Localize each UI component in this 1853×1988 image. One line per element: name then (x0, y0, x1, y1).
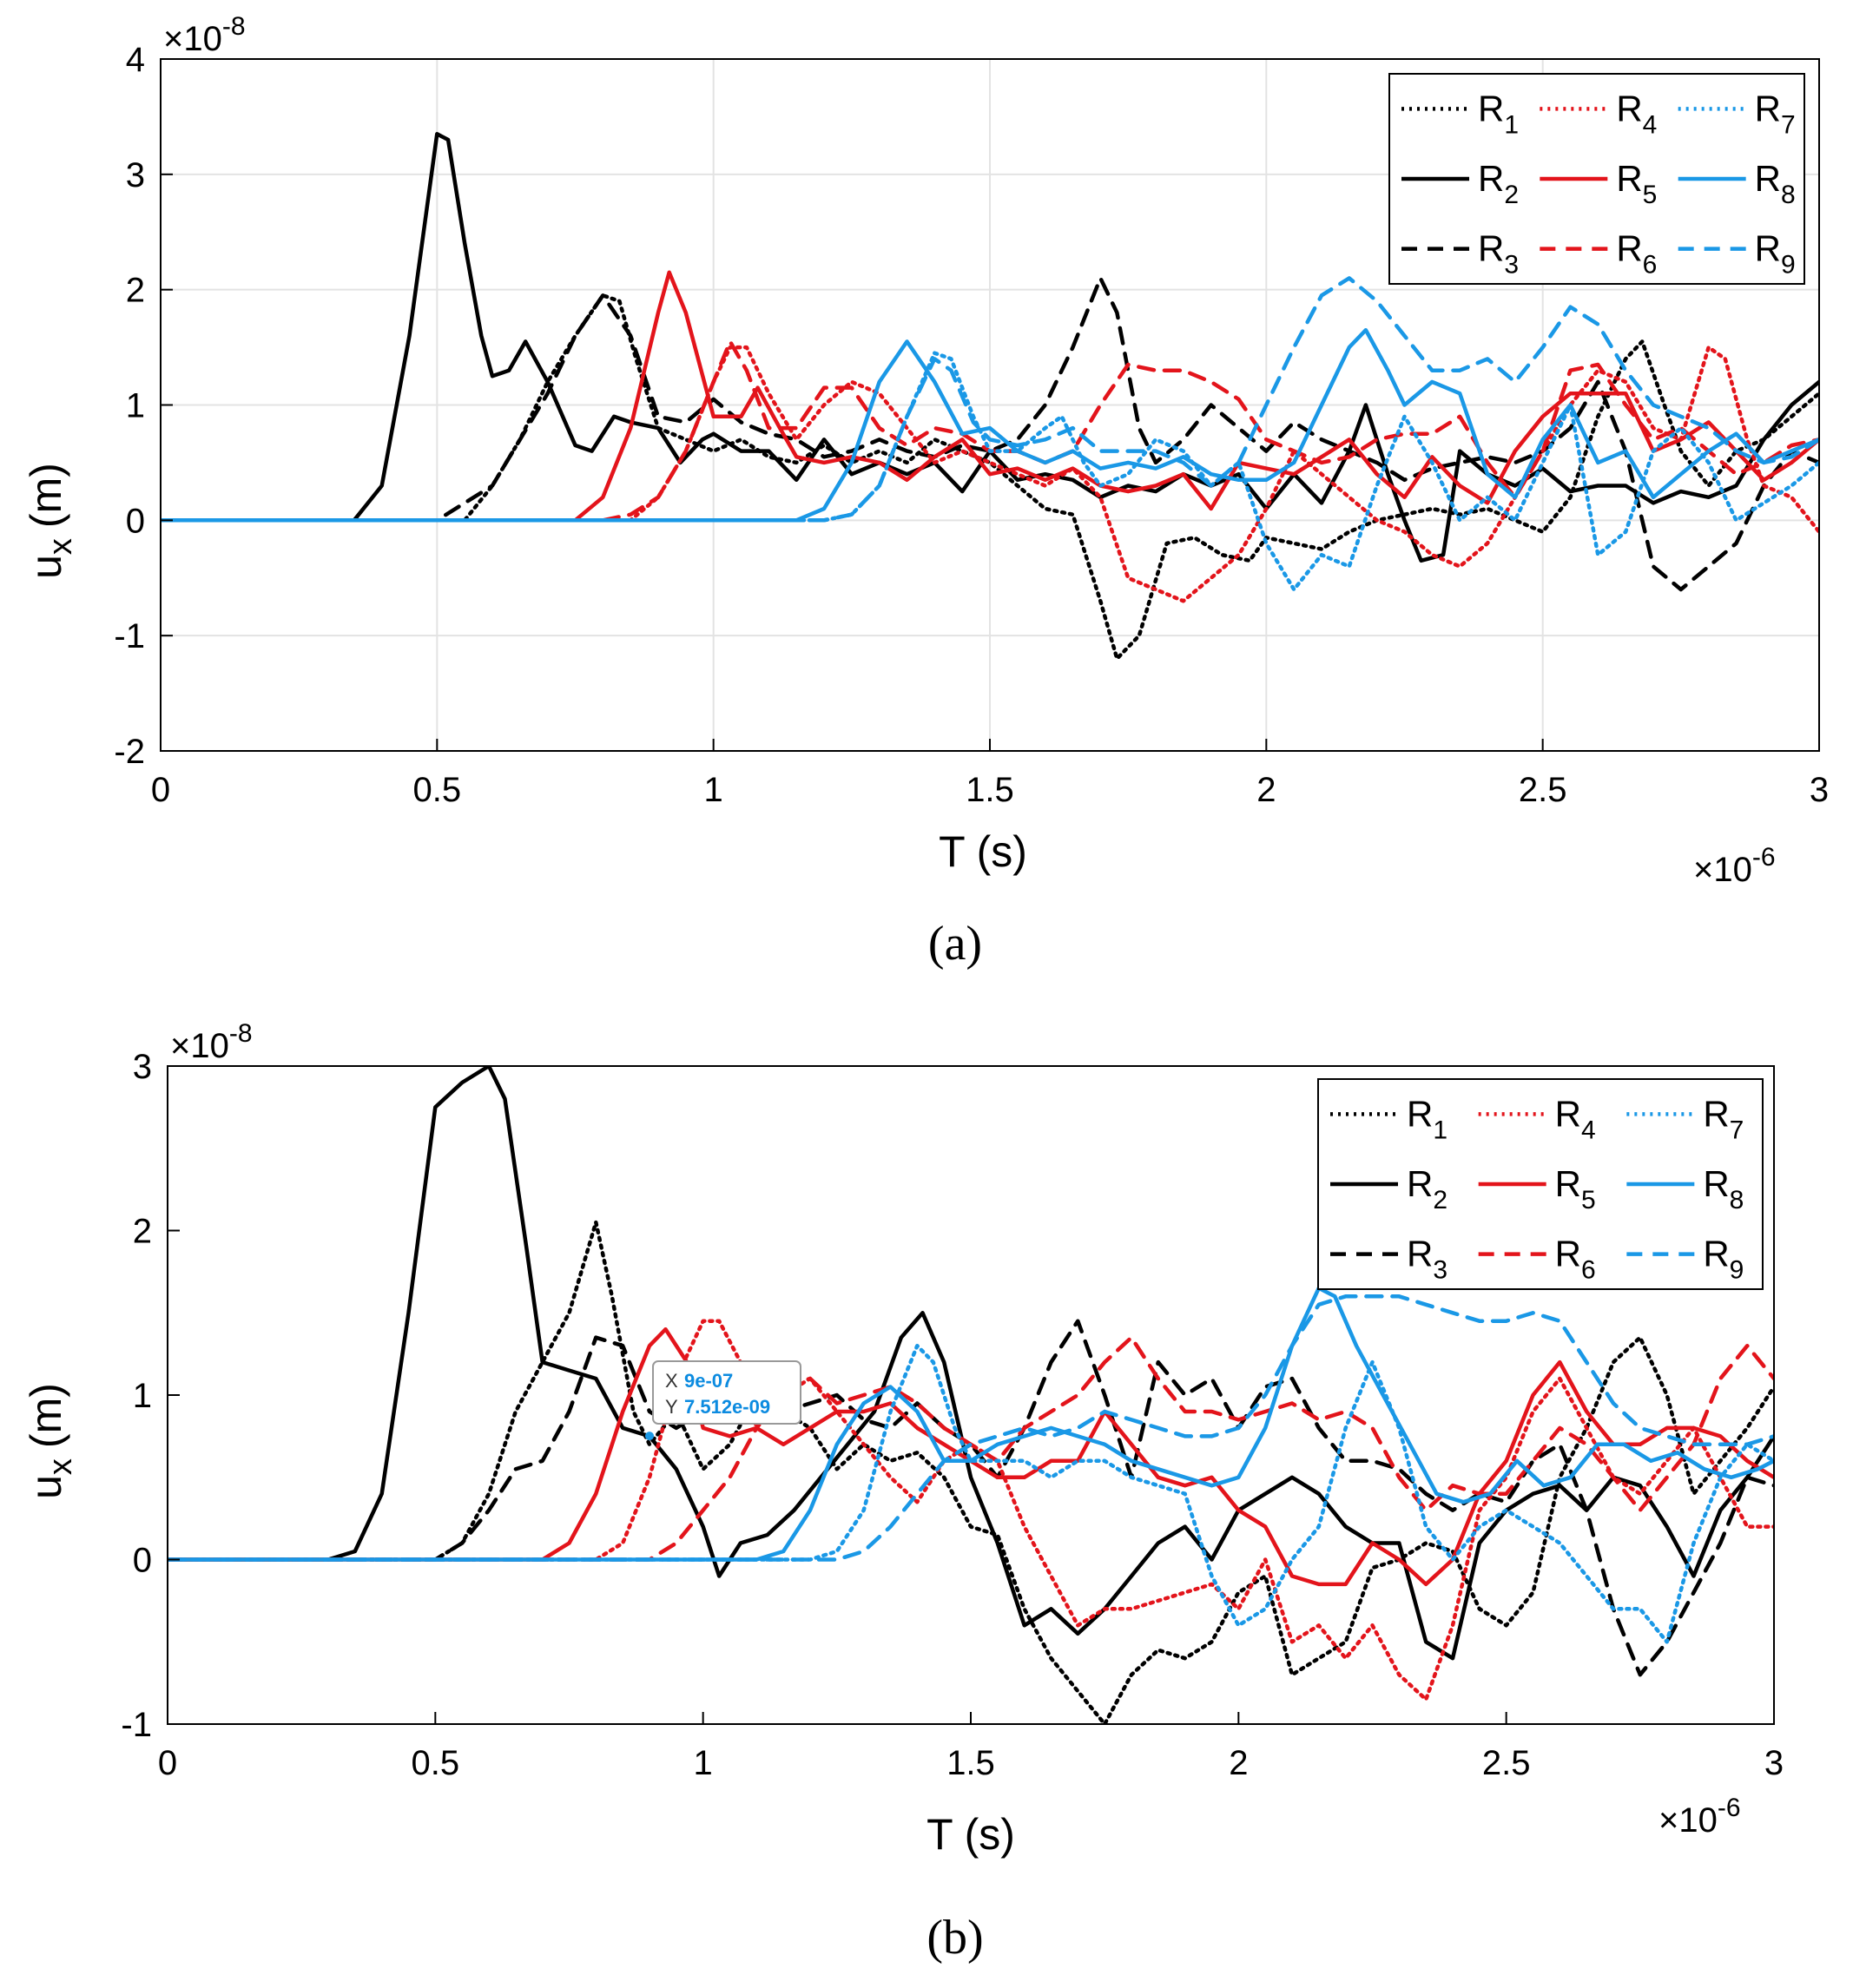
series-group (161, 132, 1819, 661)
datatip-marker[interactable] (645, 1432, 654, 1441)
y-tick-label: 2 (126, 272, 145, 310)
y-tick-label: -1 (121, 1706, 152, 1744)
y-ticks: -2 -1 0 1 2 3 4 (114, 41, 173, 771)
datatip-y-value: 7.512e-09 (684, 1396, 770, 1418)
legend-label-r1: R1 (1478, 88, 1519, 139)
legend-label-r2: R2 (1478, 158, 1519, 209)
y-tick-label: 3 (126, 156, 145, 194)
y-multiplier: ×10-8 (170, 1019, 253, 1065)
series-line-r7[interactable] (161, 351, 1819, 592)
x-tick-label: 2.5 (1519, 771, 1567, 809)
legend-label-r4: R4 (1555, 1093, 1596, 1144)
caption: (a) (928, 917, 982, 971)
y-axis-label: ux(m) (22, 463, 79, 579)
legend[interactable]: R1 R4 R7 R2 R5 R8 R3 R6 R9 (1317, 1078, 1764, 1290)
datatip-y-label: Y (665, 1396, 678, 1418)
series-line-r1[interactable] (161, 293, 1819, 661)
y-tick-label: 2 (133, 1213, 152, 1251)
x-tick-label: 1.5 (946, 1744, 995, 1782)
x-axis-label: T (s) (939, 827, 1027, 876)
series-line-r4[interactable] (168, 1319, 1774, 1702)
x-tick-label: 1.5 (966, 771, 1014, 809)
legend-label-r6: R6 (1555, 1234, 1596, 1285)
legend[interactable]: R1 R4 R7 R2 R5 R8 R3 R6 R9 (1388, 73, 1805, 285)
y-tick-label: -1 (114, 617, 145, 655)
legend-label-r4: R4 (1616, 88, 1657, 139)
x-ticks: 0 0.5 1 1.5 2 2.5 3 (158, 1712, 1784, 1782)
series-line-r1[interactable] (168, 1220, 1774, 1724)
x-tick-label: 2.5 (1482, 1744, 1531, 1782)
series-line-r2[interactable] (168, 1066, 1774, 1661)
y-tick-label: 4 (126, 41, 145, 79)
x-ticks: 0 0.5 1 1.5 2 2.5 3 (151, 739, 1829, 809)
x-tick-label: 3 (1764, 1744, 1784, 1782)
series-line-r6[interactable] (168, 1335, 1774, 1562)
x-axis-label: T (s) (927, 1810, 1015, 1859)
series-line-r3[interactable] (168, 1319, 1774, 1677)
legend-label-r5: R5 (1616, 158, 1657, 209)
legend-label-r2: R2 (1407, 1163, 1447, 1215)
series-line-r5[interactable] (161, 270, 1819, 523)
y-multiplier: ×10-8 (163, 12, 246, 58)
y-ticks: -1 0 1 2 3 (121, 1048, 180, 1744)
series-line-r3[interactable] (161, 276, 1819, 592)
series-line-r5[interactable] (168, 1326, 1774, 1587)
x-tick-label: 0 (151, 771, 170, 809)
legend-label-r8: R8 (1703, 1163, 1744, 1215)
datatip-box (652, 1360, 801, 1425)
legend-label-r7: R7 (1755, 88, 1796, 139)
datatip-x-label: X (665, 1370, 678, 1392)
y-tick-label: 0 (126, 502, 145, 540)
x-multiplier: ×10-6 (1658, 1794, 1741, 1840)
x-tick-label: 3 (1810, 771, 1829, 809)
y-tick-label: 1 (126, 387, 145, 425)
legend-label-r3: R3 (1407, 1234, 1447, 1285)
x-tick-label: 1 (704, 771, 723, 809)
x-tick-label: 0.5 (412, 1744, 460, 1782)
series-line-r4[interactable] (161, 345, 1819, 603)
panel-a: 0 0.5 1 1.5 2 2.5 3 -2 -1 0 1 2 3 4 T (s) ux(m) ×10-… (22, 12, 1829, 971)
legend-label-r5: R5 (1555, 1163, 1596, 1215)
x-tick-label: 2 (1229, 1744, 1248, 1782)
x-tick-label: 2 (1256, 771, 1276, 809)
series-line-r7[interactable] (168, 1343, 1774, 1644)
y-tick-label: 0 (133, 1542, 152, 1580)
y-tick-label: 3 (133, 1048, 152, 1086)
legend-label-r8: R8 (1755, 158, 1796, 209)
x-tick-label: 1 (694, 1744, 713, 1782)
datatip-x-value: 9e-07 (684, 1370, 733, 1392)
legend-label-r9: R9 (1703, 1234, 1744, 1285)
y-tick-label: 1 (133, 1377, 152, 1415)
series-group (168, 1066, 1774, 1724)
x-tick-label: 0.5 (413, 771, 462, 809)
caption: (b) (927, 1911, 983, 1965)
series-line-r8[interactable] (161, 327, 1819, 523)
legend-label-r9: R9 (1755, 228, 1796, 280)
x-multiplier: ×10-6 (1693, 843, 1776, 889)
y-tick-label: -2 (114, 733, 145, 771)
y-axis-label: ux(m) (22, 1383, 79, 1499)
legend-label-r1: R1 (1407, 1093, 1447, 1144)
x-tick-label: 0 (158, 1744, 177, 1782)
legend-label-r7: R7 (1703, 1093, 1744, 1144)
datatip[interactable]: X 9e-07 Y 7.512e-09 (645, 1360, 801, 1441)
series-line-r8[interactable] (168, 1286, 1774, 1562)
legend-label-r6: R6 (1616, 228, 1657, 280)
series-line-r9[interactable] (168, 1294, 1774, 1562)
legend-label-r3: R3 (1478, 228, 1519, 280)
